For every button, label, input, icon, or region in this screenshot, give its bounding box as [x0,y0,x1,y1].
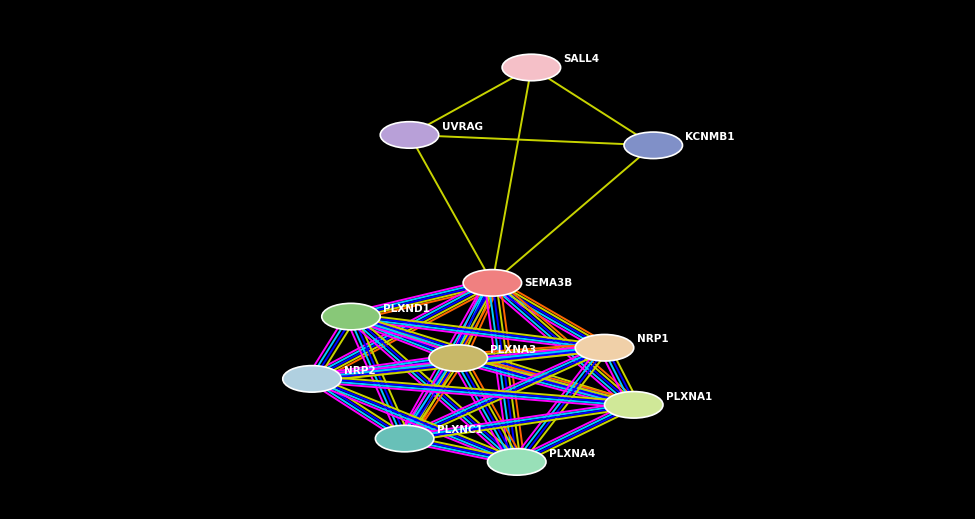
Text: NRP1: NRP1 [637,334,668,345]
Ellipse shape [322,303,380,330]
Text: PLXNA4: PLXNA4 [549,448,596,459]
Ellipse shape [380,121,439,148]
Ellipse shape [488,448,546,475]
Ellipse shape [624,132,682,159]
Ellipse shape [604,391,663,418]
Text: SALL4: SALL4 [564,54,600,64]
Text: PLXNA3: PLXNA3 [490,345,536,355]
Text: NRP2: NRP2 [344,365,375,376]
Text: PLXND1: PLXND1 [383,304,430,314]
Ellipse shape [429,345,488,372]
Text: SEMA3B: SEMA3B [525,278,572,288]
Ellipse shape [375,425,434,452]
Ellipse shape [502,54,561,81]
Text: UVRAG: UVRAG [442,121,483,132]
Text: PLXNC1: PLXNC1 [437,425,483,435]
Ellipse shape [463,269,522,296]
Text: KCNMB1: KCNMB1 [685,132,735,142]
Ellipse shape [283,365,341,392]
Text: PLXNA1: PLXNA1 [666,391,712,402]
Ellipse shape [575,334,634,361]
